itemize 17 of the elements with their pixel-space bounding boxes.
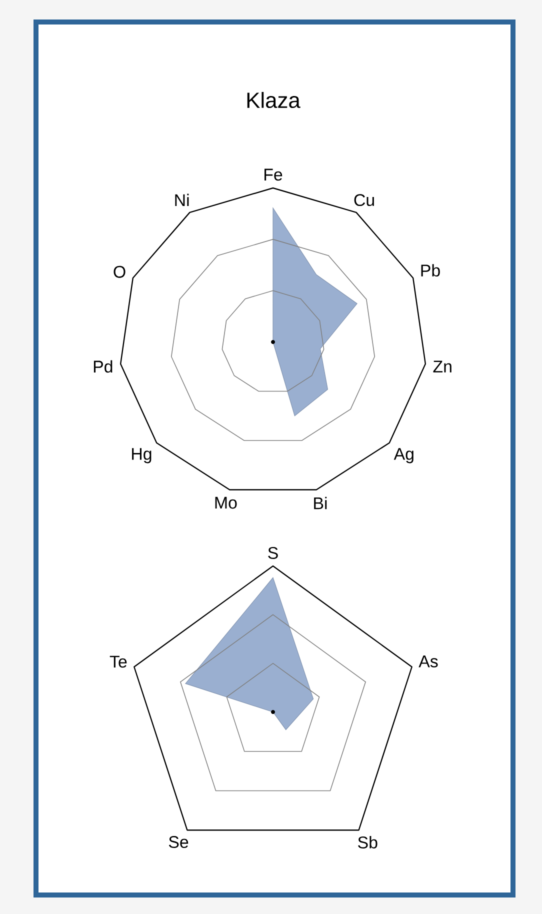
- spoke-label: Pd: [94, 360, 112, 373]
- spoke-label: S: [268, 546, 278, 559]
- spoke-label: Fe: [264, 168, 282, 181]
- spoke-label: Pb: [421, 264, 440, 277]
- spoke-label: Ag: [394, 448, 414, 464]
- spoke-label: As: [418, 656, 438, 668]
- spoke-label: Ni: [175, 194, 189, 206]
- spoke-label: Te: [110, 656, 127, 668]
- chart-title: Klaza: [247, 92, 300, 108]
- spoke-label: Bi: [314, 496, 327, 510]
- spoke-label: Zn: [433, 360, 452, 372]
- spoke-label: Sb: [358, 836, 378, 848]
- spoke-label: Cu: [354, 194, 374, 206]
- spoke-label: Mo: [215, 496, 237, 509]
- spoke-label: Se: [168, 836, 188, 848]
- spoke-label: Hg: [132, 448, 152, 464]
- spoke-label: O: [114, 266, 126, 278]
